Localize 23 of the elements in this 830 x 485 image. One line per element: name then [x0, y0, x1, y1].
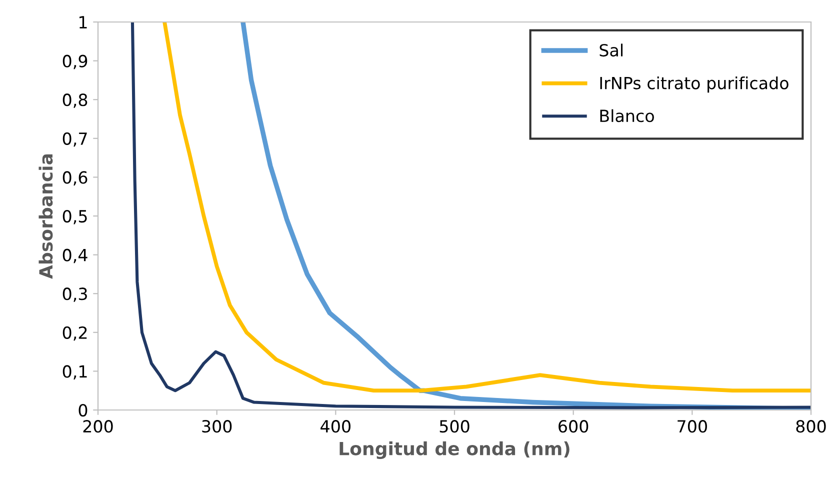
- x-tick-label: 300: [202, 420, 232, 433]
- y-tick-label: 0,2: [62, 326, 87, 341]
- y-axis-title: Absorbancia: [38, 154, 53, 279]
- x-tick-label: 400: [320, 420, 350, 433]
- legend-label: Sal: [600, 44, 623, 57]
- y-tick-label: 0,8: [62, 94, 88, 108]
- x-tick-label: 800: [796, 420, 826, 433]
- y-tick-label: 0,4: [62, 248, 88, 264]
- legend-label: IrNPs citrato purificado: [600, 76, 788, 93]
- x-tick-label: 200: [83, 420, 113, 433]
- legend-label: Blanco: [600, 109, 654, 122]
- y-tick-label: 0,7: [62, 132, 87, 147]
- x-tick-label: 500: [440, 420, 470, 433]
- y-tick-label: 0,9: [62, 54, 88, 70]
- y-tick-label: 0,6: [62, 171, 88, 186]
- y-tick-label: 0,1: [62, 365, 87, 380]
- y-tick-label: 0: [78, 404, 88, 417]
- x-tick-label: 700: [678, 420, 707, 433]
- y-tick-label: 1: [80, 16, 87, 28]
- x-axis-title: Longitud de onda (nm): [340, 441, 570, 460]
- x-tick-label: 600: [558, 420, 588, 433]
- y-tick-label: 0,5: [62, 210, 87, 224]
- y-tick-label: 0,3: [62, 288, 87, 302]
